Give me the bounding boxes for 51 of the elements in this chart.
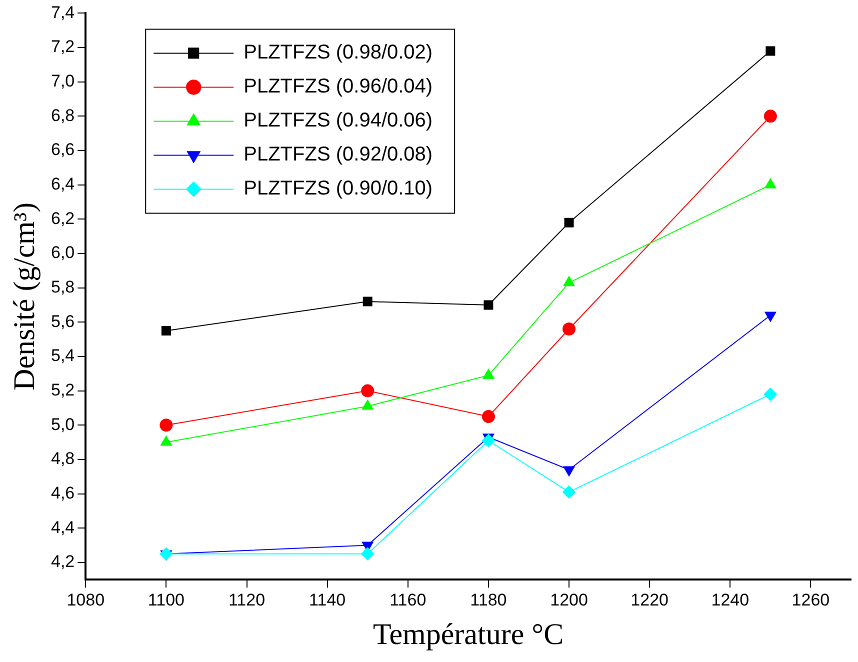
x-tick-label: 1260 bbox=[792, 590, 830, 610]
legend-label: PLZTFZS (0.98/0.02) bbox=[244, 42, 433, 64]
x-tick-label: 1080 bbox=[66, 590, 105, 610]
y-tick-label: 5,0 bbox=[50, 414, 75, 434]
x-tick-label: 1200 bbox=[550, 590, 588, 610]
x-tick-label: 1120 bbox=[228, 590, 266, 610]
y-tick-label: 4,2 bbox=[50, 552, 75, 572]
y-axis-title: Densité (g/cm³) bbox=[8, 202, 41, 390]
legend-label: PLZTFZS (0.92/0.08) bbox=[244, 144, 433, 166]
y-tick-label: 4,6 bbox=[50, 483, 75, 502]
point bbox=[160, 418, 173, 432]
x-tick-label: 1140 bbox=[309, 590, 346, 610]
y-tick-label: 7,4 bbox=[50, 2, 75, 22]
y-tick-label: 4,4 bbox=[50, 518, 75, 537]
y-tick-label: 5,8 bbox=[50, 278, 75, 297]
y-tick-label: 6,6 bbox=[50, 140, 75, 160]
point bbox=[764, 312, 776, 322]
y-tick-label: 5,6 bbox=[50, 312, 75, 331]
point bbox=[766, 46, 776, 56]
x-tick-label: 1160 bbox=[390, 590, 426, 610]
point bbox=[562, 322, 576, 336]
point bbox=[482, 410, 495, 424]
point bbox=[564, 218, 574, 228]
point bbox=[484, 300, 494, 310]
point bbox=[161, 326, 171, 336]
point bbox=[361, 547, 374, 560]
x-tick-label: 1220 bbox=[630, 590, 668, 610]
y-tick-label: 7,2 bbox=[50, 37, 75, 56]
point bbox=[764, 388, 777, 401]
y-tick-label: 6,0 bbox=[50, 243, 75, 262]
point bbox=[361, 384, 374, 398]
point bbox=[764, 110, 777, 123]
legend-label: PLZTFZS (0.94/0.06) bbox=[244, 110, 433, 132]
y-tick-label: 5,2 bbox=[50, 380, 75, 400]
point bbox=[482, 434, 495, 448]
point bbox=[362, 296, 372, 306]
y-tick-label: 4,8 bbox=[50, 449, 75, 468]
point bbox=[160, 547, 173, 560]
x-tick-label: 1100 bbox=[148, 590, 184, 610]
x-tick-label: 1240 bbox=[711, 590, 750, 610]
legend-label: PLZTFZS (0.96/0.04) bbox=[244, 76, 433, 98]
point bbox=[563, 466, 575, 476]
y-tick-label: 6,2 bbox=[50, 208, 75, 228]
y-tick-label: 6,4 bbox=[50, 174, 75, 194]
y-tick-label: 5,4 bbox=[50, 346, 75, 366]
y-tick-label: 6,8 bbox=[50, 106, 75, 125]
point bbox=[562, 486, 576, 499]
x-tick-label: 1180 bbox=[470, 590, 507, 610]
x-axis-title: Température °C bbox=[372, 618, 564, 651]
y-tick-label: 7,0 bbox=[50, 72, 75, 91]
legend-label: PLZTFZS (0.90/0.10) bbox=[244, 178, 433, 200]
